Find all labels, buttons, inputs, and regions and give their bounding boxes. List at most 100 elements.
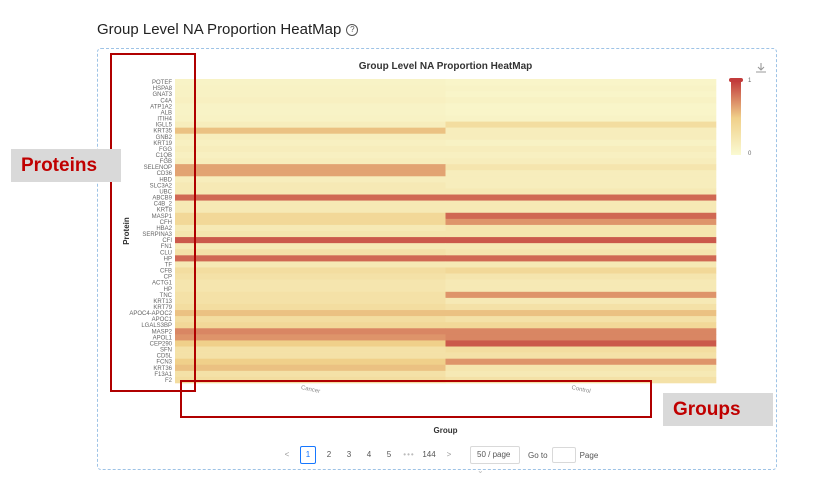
page-button-3[interactable]: 3: [346, 450, 352, 459]
page-title-text: Group Level NA Proportion HeatMap: [97, 21, 342, 38]
y-tick-label: C4A: [160, 98, 172, 104]
legend-min-label: 0: [748, 151, 752, 157]
y-tick-label: CD36: [157, 171, 173, 177]
page-button-1[interactable]: 1: [300, 446, 316, 464]
heatmap-cell: [445, 109, 717, 116]
page-button-2[interactable]: 2: [326, 450, 332, 459]
heatmap-cell: [175, 188, 446, 195]
color-legend-bar: [731, 81, 741, 155]
heatmap-cell: [175, 346, 446, 353]
y-tick-label: CFI: [162, 238, 172, 244]
page-button-last[interactable]: 144: [422, 450, 436, 459]
heatmap-cell: [445, 285, 717, 293]
heatmap-cell: [445, 334, 717, 341]
heatmap-cell: [175, 352, 446, 359]
y-tick-label: APOC4-APOC2: [129, 311, 172, 317]
heatmap-cell: [445, 121, 717, 128]
chart-title: Group Level NA Proportion HeatMap: [359, 61, 533, 72]
y-tick-label: FGG: [159, 147, 172, 153]
heatmap-cell: [175, 103, 446, 110]
heatmap-cell: [445, 358, 717, 366]
heatmap-cell: [175, 358, 446, 366]
heatmap-cell: [445, 79, 717, 86]
heatmap-cell: [445, 218, 717, 226]
y-tick-label: LGALS3BP: [141, 323, 172, 329]
y-tick-label: C4B_2: [154, 202, 173, 208]
page-button-5[interactable]: 5: [386, 450, 392, 459]
heatmap-cell: [445, 364, 717, 372]
y-tick-label: APOL1: [153, 335, 173, 341]
y-axis-label: Protein: [122, 217, 131, 245]
heatmap-cell: [175, 218, 446, 226]
heatmap-cell: [175, 206, 446, 214]
page-button-4[interactable]: 4: [366, 450, 372, 459]
heatmap-cell: [445, 231, 717, 238]
heatmap-cell: [175, 182, 446, 189]
y-tick-label: CFB: [160, 269, 172, 275]
download-icon[interactable]: [755, 62, 767, 74]
heatmap-card: [97, 48, 777, 470]
heatmap-cell: [445, 352, 717, 359]
y-tick-label: FCN3: [156, 360, 172, 366]
heatmap-cell: [175, 145, 446, 153]
heatmap-cell: [445, 127, 717, 135]
y-tick-label: ATP1A2: [150, 104, 173, 110]
y-tick-label: CEP290: [150, 341, 173, 347]
heatmap-cell: [175, 194, 446, 201]
heatmap-cell: [175, 231, 446, 238]
heatmap-cell: [175, 212, 446, 220]
page-label: Page: [579, 450, 599, 460]
y-tick-label: SFN: [160, 348, 172, 354]
more-pages-button[interactable]: •••: [403, 450, 415, 459]
y-tick-label: ACTG1: [152, 281, 173, 287]
heatmap-cell: [175, 79, 446, 86]
y-tick-label: F13A1: [154, 372, 172, 378]
heatmap-cell: [175, 291, 446, 299]
y-tick-label: CP: [164, 275, 172, 281]
heatmap-cell: [175, 109, 446, 116]
heatmap-cell: [445, 243, 717, 250]
heatmap-cell: [445, 91, 717, 98]
prev-page-button[interactable]: <: [284, 450, 290, 459]
heatmap-cell: [175, 91, 446, 98]
heatmap-cell: [445, 139, 717, 147]
y-tick-label: FGB: [160, 159, 172, 165]
heatmap-cell: [445, 194, 717, 201]
heatmap-cell: [445, 310, 717, 317]
groups-callout: Groups: [663, 393, 773, 426]
heatmap-cell: [175, 303, 446, 311]
heatmap-cell: [445, 188, 717, 195]
heatmap-cell: [175, 249, 446, 256]
heatmap-cell: [445, 206, 717, 214]
y-tick-label: IGLL5: [156, 123, 173, 129]
goto-page-input[interactable]: [551, 447, 576, 463]
y-tick-label: APOC1: [152, 317, 173, 323]
y-tick-label: HP: [164, 256, 172, 262]
heatmap-cell: [445, 200, 717, 207]
heatmap-cell: [445, 370, 717, 378]
heatmap-cell: [175, 139, 446, 147]
heatmap-cell: [445, 164, 717, 171]
heatmap-cell: [175, 273, 446, 280]
y-tick-label: SLC3A2: [150, 183, 173, 189]
y-tick-label: KRT19: [153, 141, 172, 147]
heatmap-cell: [175, 364, 446, 372]
heatmap-cell: [445, 346, 717, 353]
heatmap-cell: [175, 279, 446, 287]
heatmap-cell: [175, 297, 446, 305]
heatmap-cell: [445, 249, 717, 256]
y-tick-label: GNB2: [156, 135, 173, 141]
y-tick-label: CFH: [160, 220, 172, 226]
y-tick-label: MASP1: [152, 214, 173, 220]
heatmap-cell: [175, 267, 446, 274]
question-circle-icon[interactable]: ?: [346, 24, 359, 36]
heatmap-cell: [445, 328, 717, 335]
y-tick-label: UBC: [159, 189, 172, 195]
x-tick-label: Control: [571, 385, 591, 395]
page-size-select[interactable]: 50 / page ⌄: [470, 446, 520, 475]
heatmap-cell: [445, 158, 717, 165]
heatmap-cell: [445, 133, 717, 141]
y-tick-label: GNAT3: [152, 92, 172, 98]
next-page-button[interactable]: >: [446, 450, 452, 459]
heatmap-cell: [445, 297, 717, 305]
